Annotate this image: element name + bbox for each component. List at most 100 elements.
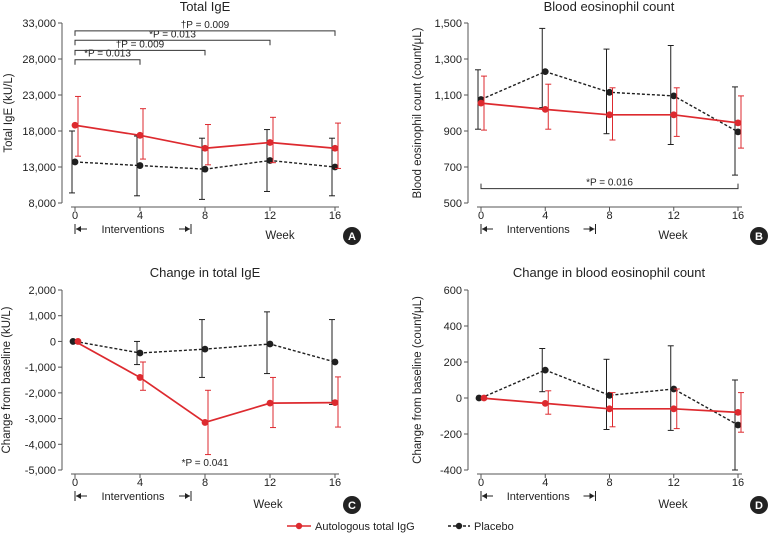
- chart-title: Blood eosinophil count: [544, 0, 675, 14]
- data-point: [670, 405, 678, 413]
- data-point: [734, 421, 742, 429]
- significance-bracket: [74, 30, 336, 36]
- interventions-label: Interventions: [507, 224, 570, 236]
- chart-title: Total IgE: [180, 0, 231, 14]
- significance-label: *P = 0.041: [182, 458, 229, 469]
- data-point: [201, 144, 209, 152]
- significance-bracket: [74, 39, 271, 46]
- y-axis-label: Total IgE (kU/L): [3, 73, 15, 152]
- x-tick-label: 12: [668, 210, 680, 222]
- series-placebo: [475, 27, 742, 176]
- data-point: [71, 121, 79, 129]
- panel-badge-label: D: [755, 500, 763, 512]
- y-axis-label: Change from baseline (kU/L): [1, 306, 13, 453]
- panel-badge: [343, 227, 361, 245]
- y-tick-label: 1,100: [434, 90, 462, 102]
- y-tick-label: 8,000: [28, 198, 56, 210]
- series-treatment: [71, 95, 341, 169]
- data-point: [734, 409, 742, 416]
- data-point: [266, 139, 274, 146]
- y-tick-label: 900: [444, 126, 462, 138]
- panel-badge-label: B: [755, 231, 763, 243]
- panel-badge-label: C: [348, 500, 356, 512]
- data-point: [734, 119, 742, 127]
- y-tick-label: -400: [440, 465, 462, 477]
- y-tick-label: 0: [50, 336, 56, 348]
- y-tick-label: 33,000: [22, 18, 56, 30]
- data-point: [606, 405, 613, 413]
- data-point: [266, 340, 274, 348]
- interventions-arrowhead: [589, 226, 595, 232]
- interventions-arrowhead: [76, 493, 81, 499]
- y-tick-label: 23,000: [22, 90, 56, 102]
- significance-label: †P = 0.009: [181, 20, 230, 31]
- y-tick-label: -4,000: [25, 439, 56, 451]
- y-tick-label: 500: [444, 198, 462, 210]
- data-point: [136, 162, 144, 169]
- y-tick-label: 1,300: [434, 54, 462, 66]
- y-tick-label: 18,000: [22, 126, 56, 138]
- x-tick-label: 16: [329, 210, 341, 222]
- y-tick-label: 600: [444, 285, 462, 297]
- legend-label-placebo: Placebo: [474, 521, 514, 533]
- x-tick-label: 4: [542, 477, 548, 489]
- significance-bracket: [480, 183, 739, 190]
- series-treatment: [480, 388, 744, 433]
- x-tick-label: 0: [478, 210, 484, 222]
- legend-label-treatment: Autologous total IgG: [315, 521, 415, 533]
- y-tick-label: 28,000: [22, 54, 56, 66]
- chart-panel-a: Total IgE 8,000 13,000 18,000 23,000 28,000 33…: [3, 0, 361, 245]
- data-point: [331, 144, 339, 152]
- data-point: [541, 68, 549, 75]
- x-tick-label: 12: [668, 477, 680, 489]
- panel-badge-label: A: [348, 231, 356, 243]
- y-tick-label: -3,000: [25, 414, 56, 426]
- x-tick-label: 0: [478, 477, 484, 489]
- chart-title: Change in blood eosinophil count: [513, 265, 706, 280]
- x-tick-label: 12: [264, 210, 276, 222]
- x-tick-label: 16: [732, 477, 744, 489]
- x-axis-label: Week: [658, 499, 687, 511]
- y-tick-label: 0: [456, 393, 462, 405]
- interventions-label: Interventions: [102, 491, 165, 503]
- data-point: [606, 88, 613, 96]
- x-tick-label: 0: [72, 210, 78, 222]
- significance-label: *P = 0.016: [586, 178, 633, 189]
- chart-panel-c: Change in total IgE -5,000 -4,000 -3,000 -2,…: [1, 265, 361, 514]
- data-point: [541, 106, 549, 113]
- interventions-arrowhead: [482, 493, 487, 499]
- interventions-arrowhead: [185, 493, 190, 499]
- data-point: [541, 366, 549, 374]
- significance-bracket: [74, 49, 206, 56]
- y-tick-label: 2,000: [28, 285, 56, 297]
- data-point: [69, 338, 77, 345]
- data-point: [734, 128, 742, 136]
- panel-badge: [750, 496, 768, 514]
- y-axis-label: Blood eosinophil count (count/μL): [412, 27, 424, 198]
- x-tick-label: 8: [606, 477, 612, 489]
- y-tick-label: 400: [444, 321, 462, 333]
- x-tick-label: 16: [329, 477, 341, 489]
- interventions-label: Interventions: [507, 491, 570, 503]
- x-tick-label: 4: [137, 477, 143, 489]
- interventions-arrowhead: [76, 226, 81, 232]
- x-tick-label: 0: [72, 477, 78, 489]
- interventions-label: Interventions: [102, 224, 165, 236]
- y-tick-label: 200: [444, 357, 462, 369]
- y-tick-label: 700: [444, 162, 462, 174]
- interventions-arrowhead: [589, 493, 595, 499]
- x-tick-label: 4: [542, 210, 548, 222]
- x-tick-label: 16: [732, 210, 744, 222]
- data-point: [606, 111, 613, 119]
- data-point: [475, 394, 483, 402]
- interventions-arrowhead: [185, 226, 190, 232]
- data-point: [480, 394, 488, 402]
- data-point: [136, 131, 144, 139]
- data-point: [201, 165, 209, 173]
- data-point: [331, 358, 339, 366]
- data-point: [606, 391, 613, 399]
- y-tick-label: 1,000: [28, 311, 56, 323]
- legend-marker-treatment: [295, 522, 303, 530]
